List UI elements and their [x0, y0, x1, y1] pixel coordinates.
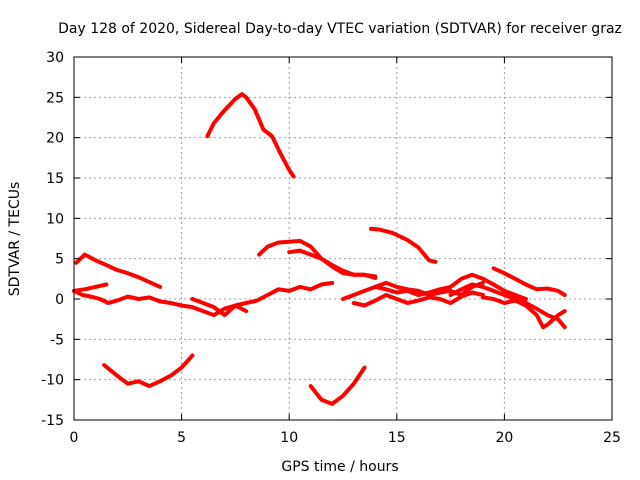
series-line-arc-8: [287, 248, 378, 279]
y-tick-label: -10: [41, 373, 64, 389]
y-tick-label: -5: [50, 332, 64, 348]
x-tick-label: 20: [495, 430, 513, 446]
series-line-arc-15: [480, 295, 567, 330]
series-line-arc-1: [74, 252, 163, 289]
x-tick-label: 0: [70, 430, 79, 446]
x-tick-label: 10: [280, 430, 298, 446]
x-axis-label: GPS time / hours: [281, 459, 398, 475]
chart-title: Day 128 of 2020, Sidereal Day-to-day VTE…: [58, 21, 622, 37]
series-line-arc-6: [190, 280, 335, 318]
series-line-arc-16: [373, 280, 485, 297]
y-tick-label: 0: [55, 292, 64, 308]
y-tick-label: 15: [46, 171, 64, 187]
y-tick-label: 25: [46, 90, 64, 106]
x-tick-label: 25: [603, 430, 621, 446]
x-tick-label: 15: [388, 430, 406, 446]
series-line-arc-4: [102, 353, 195, 389]
series-line-arc-5: [205, 92, 296, 179]
series-line-arc-13: [448, 282, 567, 330]
plot-area: [72, 92, 567, 406]
y-axis-label: SDTVAR / TECUs: [7, 182, 23, 297]
series-line-arc-10: [369, 226, 438, 264]
grid: [74, 57, 612, 420]
y-tick-label: -15: [41, 413, 64, 429]
x-tick-label: 5: [177, 430, 186, 446]
series-line-arc-3: [72, 282, 109, 293]
y-tick-label: 20: [46, 131, 64, 147]
y-tick-label: 10: [46, 211, 64, 227]
y-tick-label: 30: [46, 50, 64, 66]
series-line-arc-9: [308, 365, 367, 406]
plot-frame: [73, 56, 613, 421]
axis-ticks: 0 5 10 15 20 25 -15 -10 -5 0 5 10 15 20 25 30: [41, 50, 621, 446]
series-line-arc-2: [72, 288, 249, 318]
y-tick-label: 5: [55, 252, 64, 268]
series-line-arc-14: [491, 266, 567, 297]
